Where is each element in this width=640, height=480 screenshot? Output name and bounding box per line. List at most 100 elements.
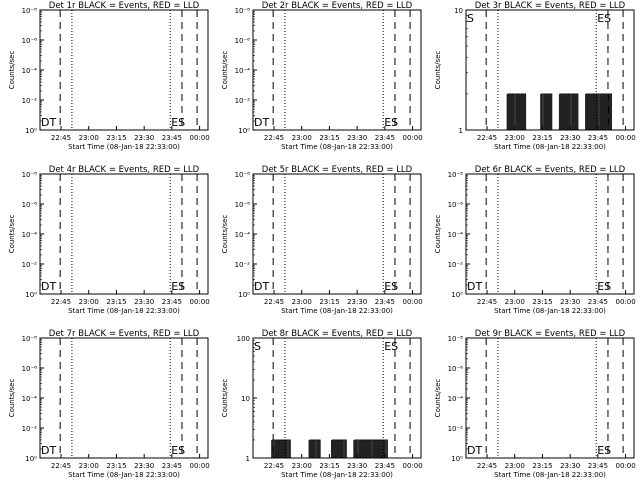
y-tick-label: 10⁻⁴ [22, 231, 38, 239]
series-segment [558, 93, 579, 131]
y-axis-label: Counts/sec [8, 51, 16, 90]
x-tick-label: 23:00 [79, 298, 99, 306]
marker-label-es: ES [384, 340, 398, 353]
chart-panel-2: Det 2r BLACK = Events, RED = LLD 10⁻⁸ 10⁻⁶… [221, 1, 423, 151]
marker-label-s: S [254, 340, 261, 353]
x-tick-label: 22:45 [51, 134, 71, 142]
x-tick-label: 00:00 [403, 298, 423, 306]
x-axis-label: Start Time (08-Jan-18 22:33:00) [281, 143, 393, 151]
x-tick-label: 23:00 [292, 134, 312, 142]
series-segment [506, 93, 527, 131]
y-axis-label: Counts/sec [221, 379, 229, 418]
y-tick-label: 10⁻² [22, 97, 38, 105]
plot-frame [465, 173, 635, 295]
x-tick-label: 23:15 [319, 462, 339, 470]
y-tick-label: 10⁻⁶ [235, 201, 251, 209]
x-tick-label: 23:30 [347, 134, 367, 142]
y-tick-label: 10⁰ [238, 291, 250, 299]
marker-label-dt: DT [254, 116, 269, 129]
x-axis-label: Start Time (08-Jan-18 22:33:00) [281, 307, 393, 315]
y-axis-label: Counts/sec [8, 379, 16, 418]
chart-title: Det 1r BLACK = Events, RED = LLD [49, 1, 200, 11]
plot-frame [39, 173, 209, 295]
plot-frame [39, 337, 209, 459]
y-tick-label: 10⁻⁸ [448, 335, 464, 343]
y-tick-label: 10⁻⁶ [448, 365, 464, 373]
y-tick-label: 10⁻⁴ [448, 395, 464, 403]
y-tick-label: 10⁻⁶ [22, 201, 38, 209]
x-tick-label: 23:15 [319, 298, 339, 306]
x-tick-label: 23:15 [106, 462, 126, 470]
chart-panel-7: Det 7r BLACK = Events, RED = LLD 10⁻⁸ 10⁻⁶… [8, 329, 210, 479]
x-tick-label: 23:30 [347, 462, 367, 470]
x-tick-label: 23:30 [347, 298, 367, 306]
x-axis-label: Start Time (08-Jan-18 22:33:00) [68, 143, 180, 151]
x-tick-label: 23:00 [79, 462, 99, 470]
y-tick-label: 10 [454, 7, 463, 15]
marker-label-s: S [467, 12, 474, 25]
x-tick-label: 22:45 [264, 298, 284, 306]
x-tick-label: 23:00 [505, 298, 525, 306]
y-axis-label: Counts/sec [434, 51, 442, 90]
chart-title: Det 5r BLACK = Events, RED = LLD [262, 165, 413, 175]
x-tick-label: 00:00 [403, 462, 423, 470]
x-tick-label: 22:45 [477, 462, 497, 470]
x-tick-label: 22:45 [264, 134, 284, 142]
x-tick-label: 22:45 [51, 298, 71, 306]
series-segment [540, 93, 553, 131]
x-tick-label: 23:45 [588, 462, 608, 470]
y-tick-label: 10⁻² [22, 425, 38, 433]
chart-title: Det 7r BLACK = Events, RED = LLD [49, 329, 200, 339]
x-axis-label: Start Time (08-Jan-18 22:33:00) [281, 471, 393, 479]
x-tick-label: 23:15 [106, 298, 126, 306]
x-tick-label: 00:00 [190, 298, 210, 306]
x-tick-label: 23:00 [505, 462, 525, 470]
x-tick-label: 23:00 [292, 298, 312, 306]
x-tick-label: 23:00 [505, 134, 525, 142]
x-tick-label: 23:45 [588, 134, 608, 142]
x-tick-label: 23:00 [79, 134, 99, 142]
y-tick-label: 10⁰ [25, 291, 37, 299]
x-axis-label: Start Time (08-Jan-18 22:33:00) [68, 471, 180, 479]
x-tick-label: 22:45 [477, 134, 497, 142]
x-tick-label: 23:30 [134, 298, 154, 306]
marker-label-es: ES [384, 116, 398, 129]
marker-label-dt: DT [467, 280, 482, 293]
y-tick-label: 10⁻⁶ [235, 37, 251, 45]
y-tick-label: 10⁻² [235, 97, 251, 105]
y-axis-label: Counts/sec [8, 215, 16, 254]
x-tick-label: 22:45 [51, 462, 71, 470]
x-axis-label: Start Time (08-Jan-18 22:33:00) [68, 307, 180, 315]
y-tick-label: 10⁻⁶ [22, 365, 38, 373]
marker-label-es: ES [171, 116, 185, 129]
x-tick-label: 23:45 [375, 298, 395, 306]
y-tick-label: 10⁻⁸ [22, 335, 38, 343]
chart-panel-9: Det 9r BLACK = Events, RED = LLD 10⁻⁸ 10⁻⁶… [434, 329, 636, 479]
x-tick-label: 23:45 [162, 134, 182, 142]
x-tick-label: 23:45 [588, 298, 608, 306]
chart-title: Det 4r BLACK = Events, RED = LLD [49, 165, 200, 175]
y-tick-label: 10⁻⁶ [22, 37, 38, 45]
marker-label-dt: DT [41, 280, 56, 293]
y-tick-label: 10⁻⁸ [235, 171, 251, 179]
y-tick-label: 10⁻⁴ [235, 67, 251, 75]
series-segment [353, 439, 388, 459]
chart-panel-6: Det 6r BLACK = Events, RED = LLD 10⁻⁸ 10⁻⁶… [434, 165, 636, 315]
plot-frame [39, 9, 209, 131]
chart-title: Det 6r BLACK = Events, RED = LLD [475, 165, 626, 175]
x-tick-label: 23:15 [532, 298, 552, 306]
x-tick-label: 23:30 [560, 298, 580, 306]
series-segment [585, 93, 612, 131]
marker-label-dt: DT [41, 444, 56, 457]
y-axis-label: Counts/sec [434, 379, 442, 418]
y-tick-label: 10⁻⁴ [235, 231, 251, 239]
x-tick-label: 23:45 [162, 298, 182, 306]
y-tick-label: 10⁰ [25, 127, 37, 135]
y-tick-label: 10⁻⁴ [22, 395, 38, 403]
x-tick-label: 23:30 [134, 134, 154, 142]
x-tick-label: 23:15 [532, 134, 552, 142]
series-segment [271, 439, 291, 459]
y-tick-label: 10⁰ [238, 127, 250, 135]
x-axis-label: Start Time (08-Jan-18 22:33:00) [494, 143, 606, 151]
